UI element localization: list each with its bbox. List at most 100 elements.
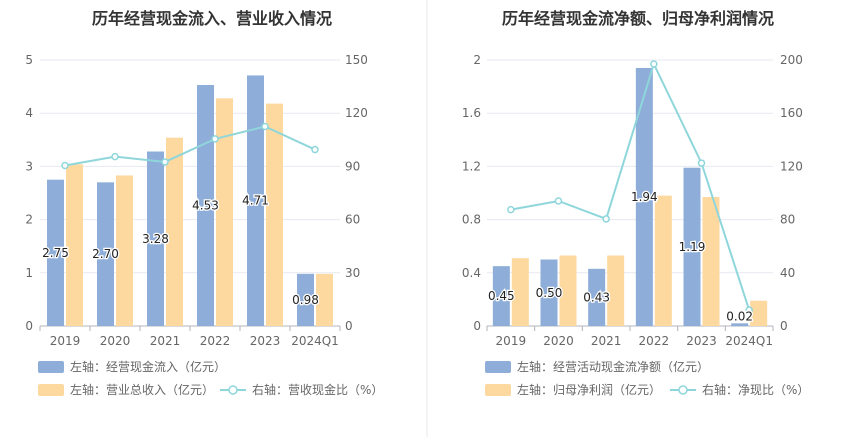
- chart-title: 历年经营现金流入、营业收入情况: [92, 9, 332, 28]
- x-tick-label: 2019: [50, 334, 81, 348]
- bar-right: [511, 258, 529, 326]
- bar-data-label: 4.71: [242, 194, 269, 208]
- y-left-tick-label: 3: [25, 159, 33, 173]
- y-right-tick-label: 90: [345, 159, 360, 173]
- y-right-tick-label: 160: [780, 106, 803, 120]
- x-tick-label: 2023: [250, 334, 281, 348]
- legend-label: 左轴：经营现金流入（亿元）: [70, 359, 226, 374]
- bar-left: [47, 179, 64, 326]
- line-point: [697, 159, 706, 167]
- series-line: [64, 125, 316, 167]
- bar-right: [216, 98, 233, 326]
- y-right-tick-label: 200: [780, 53, 803, 67]
- legend-bar-swatch: [38, 384, 64, 396]
- bar-left: [588, 268, 606, 326]
- bar-right: [266, 103, 283, 327]
- x-tick-label: 2023: [686, 334, 717, 348]
- bar-data-label: 4.53: [192, 199, 219, 213]
- bar-left: [297, 273, 314, 326]
- legend: 左轴：经营活动现金流净额（亿元） 左轴：归母净利润（亿元） 右轴：净现比（%）: [485, 359, 809, 397]
- y-right-tick-label: 60: [345, 213, 360, 227]
- line-point: [554, 197, 563, 205]
- legend-line-marker: [228, 385, 238, 395]
- bar-left: [635, 67, 653, 326]
- y-left-tick-label: 0.8: [462, 213, 481, 227]
- y-left-tick-label: 5: [25, 53, 33, 67]
- bar-data-label: 0.45: [488, 289, 515, 303]
- y-left-tick-label: 4: [25, 106, 33, 120]
- legend-bar-swatch: [485, 361, 511, 373]
- bar-left: [97, 182, 114, 326]
- legend-label: 左轴：归母净利润（亿元）: [517, 382, 661, 397]
- y-right-tick-label: 120: [780, 159, 803, 173]
- bar-right: [316, 273, 333, 326]
- line-point: [602, 215, 610, 223]
- bar-left: [247, 75, 264, 326]
- line-point: [61, 161, 69, 170]
- legend-bar-swatch: [485, 384, 511, 396]
- legend-label: 左轴：经营活动现金流净额（亿元）: [517, 359, 709, 374]
- bar-right: [750, 300, 768, 326]
- y-right-tick-label: 0: [345, 319, 353, 333]
- bar-data-label: 0.50: [536, 286, 563, 300]
- bar-data-label: 2.70: [92, 247, 119, 261]
- bar-data-label: 3.28: [142, 232, 169, 246]
- y-left-tick-label: 0: [25, 319, 33, 333]
- bar-data-label: 0.02: [726, 309, 753, 323]
- x-tick-label: 2021: [150, 334, 181, 348]
- line-point: [507, 205, 515, 214]
- bar-left: [731, 323, 749, 326]
- bar-right: [654, 195, 672, 326]
- line-point: [745, 306, 753, 314]
- legend-label: 左轴：营业总收入（亿元）: [70, 382, 214, 397]
- line-point: [261, 122, 269, 131]
- y-left-tick-label: 0: [473, 319, 481, 333]
- line-point: [311, 145, 319, 154]
- y-left-tick-label: 1: [25, 266, 33, 280]
- y-left-tick-label: 0.4: [462, 266, 481, 280]
- line-point: [650, 60, 658, 68]
- x-tick-label: 2022: [200, 334, 231, 348]
- bar-left: [540, 259, 558, 326]
- x-tick-label: 2021: [591, 334, 622, 348]
- bar-left: [683, 167, 701, 326]
- bar-data-label: 0.43: [583, 290, 610, 304]
- chart-panel-2: 历年经营现金流净额、归母净利润情况 0 0.4 0.8 1.2 1.6 2 0 40 80 120 1…: [462, 9, 810, 397]
- x-tick-label: 2024Q1: [725, 334, 773, 348]
- bar-right: [166, 137, 183, 326]
- bar-data-label: 1.19: [679, 240, 706, 254]
- chart-panel-1: 历年经营现金流入、营业收入情况 0 1 2 3 4 5 0 30 60 90 120 150 2019 20…: [25, 9, 383, 397]
- bar-right: [116, 175, 133, 326]
- y-left-tick-label: 2: [25, 213, 33, 227]
- y-left-tick-label: 2: [473, 53, 481, 67]
- bar-data-label: 2.75: [42, 246, 69, 260]
- series-line: [510, 61, 751, 311]
- bar-left: [492, 266, 510, 326]
- legend-label: 右轴：净现比（%）: [702, 382, 809, 397]
- line-point: [161, 158, 169, 166]
- bar-right: [702, 196, 720, 326]
- line-point: [211, 135, 219, 143]
- bar-right: [66, 164, 83, 326]
- bar-right: [607, 255, 625, 326]
- y-right-tick-label: 150: [345, 53, 368, 67]
- y-right-tick-label: 120: [345, 106, 368, 120]
- legend-line-marker: [678, 385, 688, 395]
- legend-bar-swatch: [38, 361, 64, 373]
- legend-label: 右轴：营收现金比（%）: [252, 382, 383, 397]
- y-left-tick-label: 1.6: [462, 106, 481, 120]
- x-tick-label: 2020: [543, 334, 574, 348]
- y-right-tick-label: 40: [780, 266, 795, 280]
- y-right-tick-label: 80: [780, 213, 795, 227]
- x-tick-label: 2024Q1: [291, 334, 339, 348]
- x-tick-label: 2019: [496, 334, 527, 348]
- y-right-tick-label: 0: [780, 319, 788, 333]
- bar-data-label: 0.98: [292, 293, 319, 307]
- bar-left: [147, 151, 164, 326]
- bar-data-label: 1.94: [631, 190, 658, 204]
- line-point: [111, 152, 119, 161]
- legend: 左轴：经营现金流入（亿元） 左轴：营业总收入（亿元） 右轴：营收现金比（%）: [38, 359, 383, 397]
- y-right-tick-label: 30: [345, 266, 360, 280]
